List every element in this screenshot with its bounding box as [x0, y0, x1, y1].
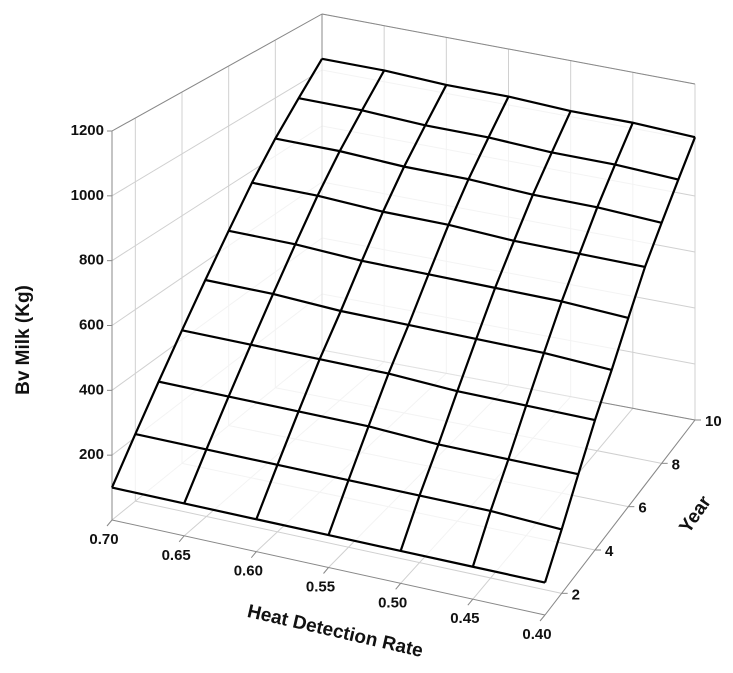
surface-face: [135, 381, 229, 450]
axis-line: [111, 13, 323, 132]
surface-face: [468, 137, 552, 195]
tick-mark: [395, 583, 402, 590]
surface-face: [228, 182, 318, 245]
surface-face: [368, 373, 458, 445]
surface-face: [328, 480, 420, 551]
tick-mark: [539, 614, 546, 622]
surface-column: [255, 84, 448, 520]
surface-face: [277, 411, 369, 481]
surface-face: [526, 352, 612, 421]
surface-face: [298, 58, 385, 111]
surface-column: [471, 122, 634, 568]
surface-column: [543, 136, 697, 583]
surface-face: [476, 287, 562, 353]
surface-face: [438, 391, 527, 460]
surface-face: [428, 224, 514, 288]
surface-face: [551, 111, 633, 165]
surface-face: [273, 244, 362, 312]
surface-face: [205, 230, 296, 294]
surface-face: [408, 274, 496, 339]
tick-mark: [106, 519, 113, 527]
surface-face: [383, 166, 469, 225]
surface-face: [448, 179, 533, 241]
surface-face: [317, 151, 405, 212]
x-tick-label: 0.40: [522, 626, 551, 643]
surface-face: [112, 434, 207, 504]
surface-face: [472, 510, 562, 583]
surface-face: [184, 449, 278, 520]
x-tick-label: 0.60: [234, 563, 263, 580]
surface-face: [490, 459, 579, 530]
z-tick-label: 200: [79, 446, 104, 463]
surface-face: [361, 211, 449, 275]
tick-mark: [250, 551, 257, 558]
surface-face: [457, 338, 544, 406]
tick-mark: [178, 535, 185, 543]
surface-face: [228, 344, 320, 412]
surface-face: [579, 207, 662, 267]
y-tick-label: 10: [705, 413, 722, 430]
surface-face: [425, 84, 509, 138]
y-tick-label: 2: [572, 586, 580, 603]
surface-face: [388, 324, 477, 392]
surface-face: [158, 330, 251, 397]
surface-face: [514, 194, 598, 254]
surface-face: [508, 405, 595, 475]
surface-face: [361, 70, 447, 126]
axis-line: [321, 13, 696, 85]
x-tick-label: 0.45: [450, 610, 479, 627]
z-tick-label: 1200: [71, 122, 104, 139]
surface-face: [543, 301, 629, 370]
surface-face: [250, 293, 341, 360]
grid-line: [111, 69, 323, 197]
surface-face: [532, 152, 616, 208]
z-tick-label: 400: [79, 381, 104, 398]
tick-mark: [323, 567, 329, 574]
surface-face: [495, 240, 580, 302]
surface-face: [615, 122, 695, 180]
y-tick-label: 6: [638, 500, 646, 517]
surface-face: [404, 125, 489, 180]
surface-face: [256, 464, 349, 536]
z-tick-label: 800: [79, 252, 104, 269]
surface-face: [298, 359, 389, 427]
tick-mark: [467, 598, 474, 606]
x-tick-label: 0.65: [162, 547, 191, 564]
surface-face: [295, 195, 383, 261]
surface-face: [348, 426, 439, 496]
surface-face: [319, 311, 409, 374]
surface-face: [488, 96, 571, 153]
surface-face: [340, 260, 429, 325]
x-tick-label: 0.55: [306, 578, 335, 595]
surface-face: [419, 444, 509, 511]
z-tick-label: 600: [79, 316, 104, 333]
surface-column: [110, 58, 323, 489]
z-tick-label: 1000: [71, 187, 104, 204]
y-tick-label: 8: [672, 456, 680, 473]
surface-face: [339, 110, 426, 167]
surface-face: [182, 279, 274, 345]
surface-face: [400, 495, 491, 567]
surface-column: [399, 110, 572, 552]
surface-face: [206, 396, 299, 465]
surface-column: [183, 69, 386, 504]
x-tick-label: 0.70: [89, 531, 118, 548]
y-tick-label: 4: [605, 543, 614, 560]
x-tick-label: 0.50: [378, 594, 407, 611]
axis-line: [544, 419, 696, 616]
surface-face: [597, 164, 679, 223]
z-axis-title: Bv Milk (Kg): [13, 285, 34, 395]
surface-face: [561, 253, 645, 318]
surface-column: [327, 96, 510, 536]
surface-face: [252, 138, 340, 196]
y-axis-title: Year: [675, 492, 716, 537]
surface-face: [275, 98, 362, 152]
